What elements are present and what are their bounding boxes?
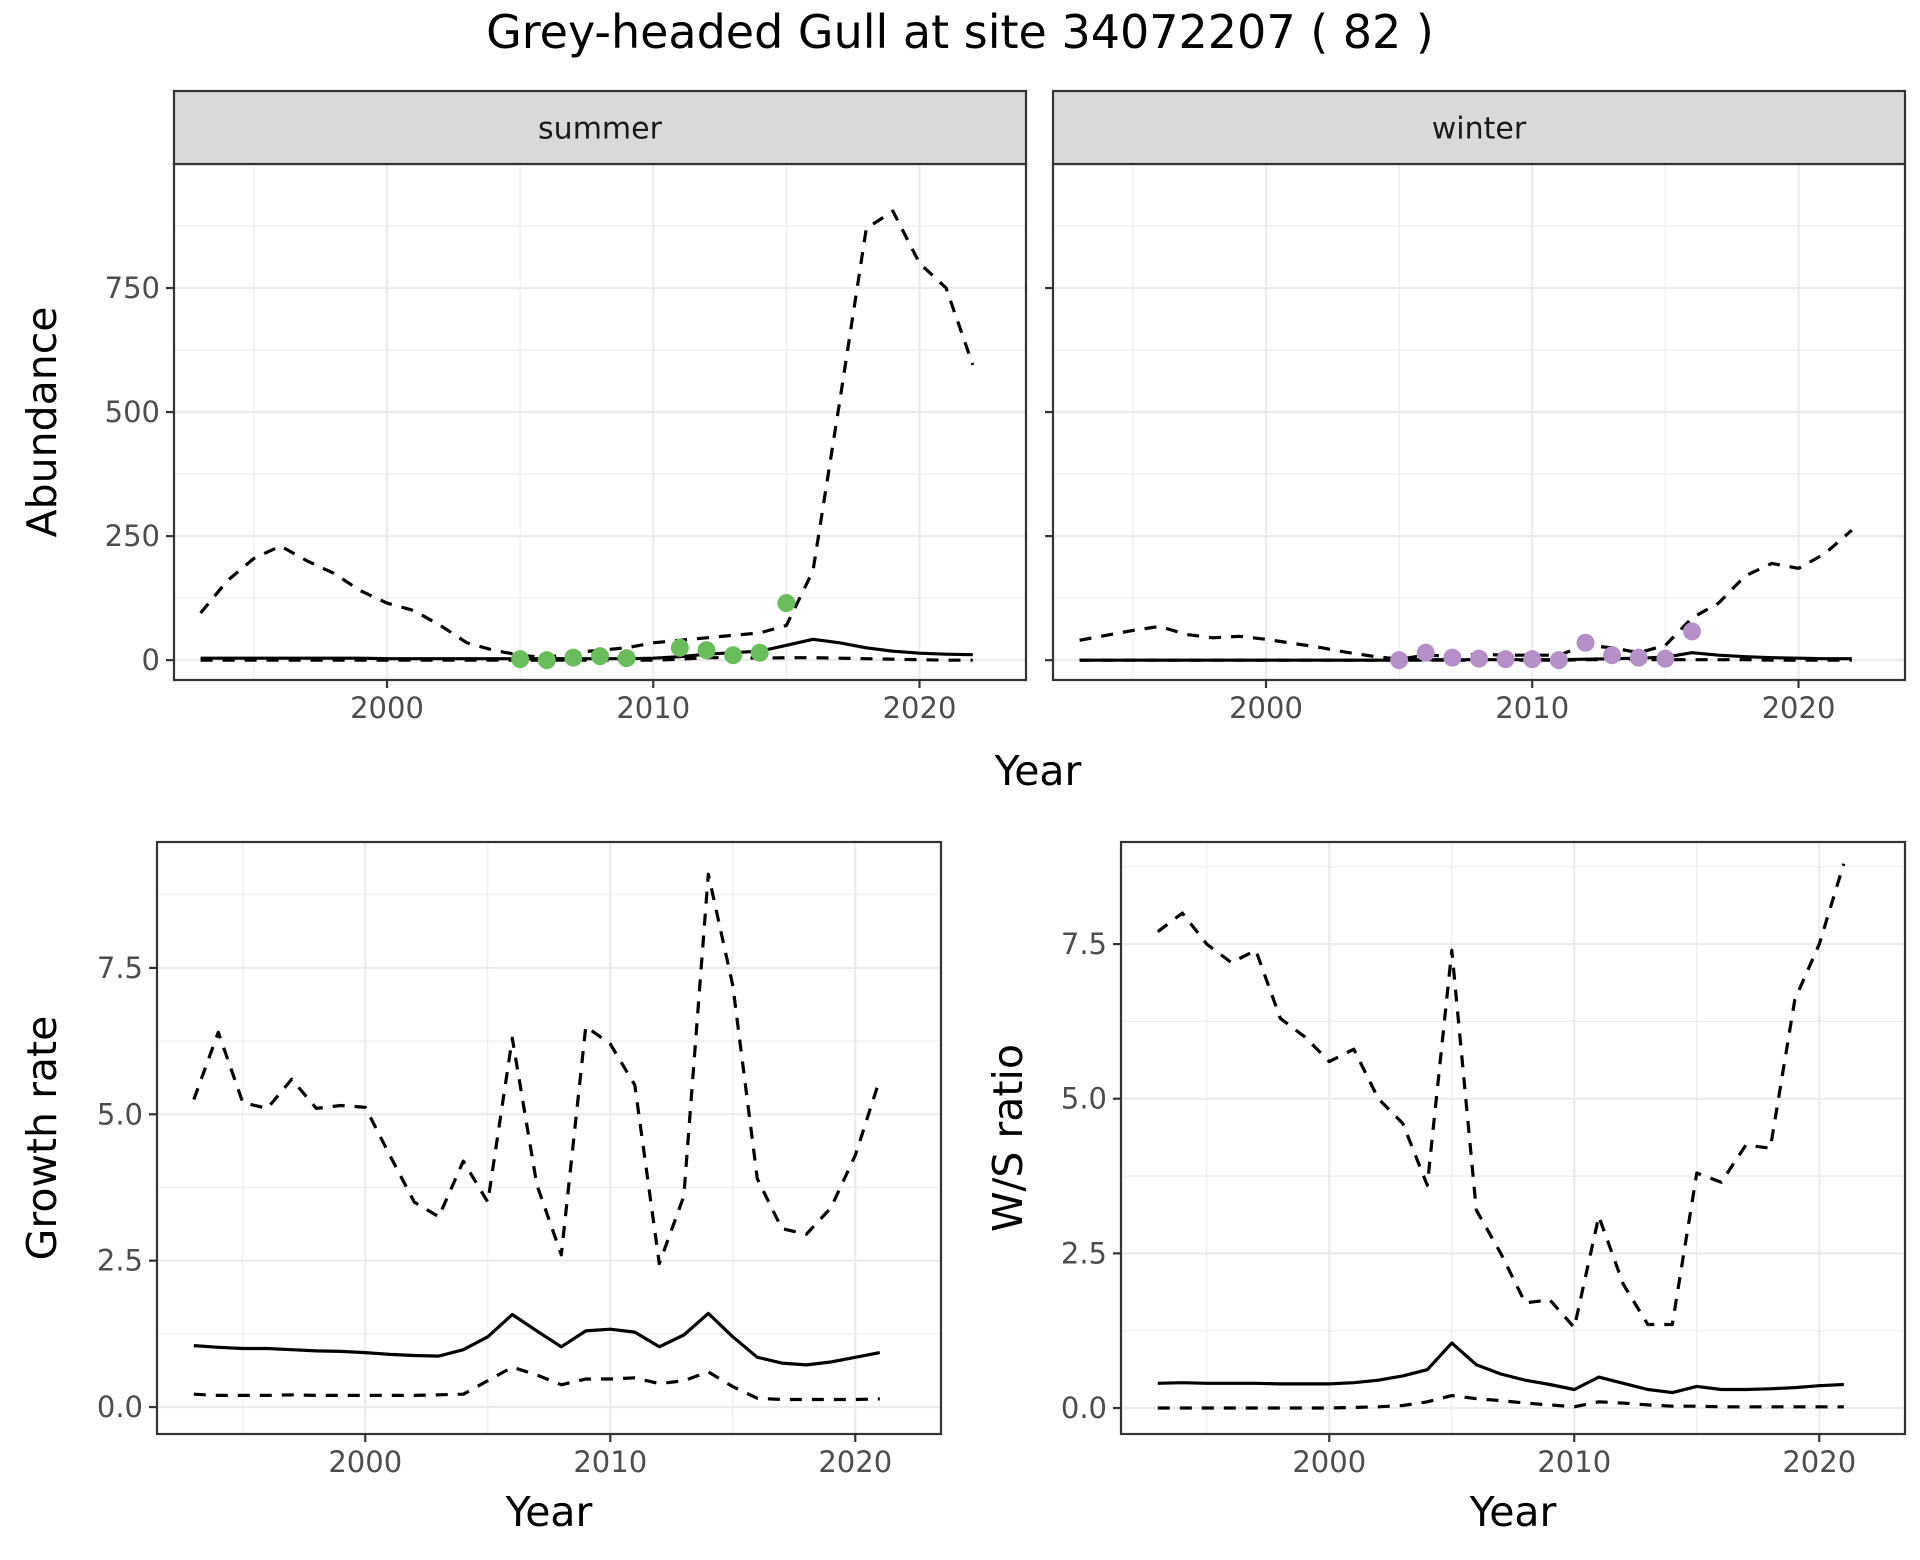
x-axis-label: Year xyxy=(505,1488,593,1536)
data-point xyxy=(1443,648,1462,667)
data-point xyxy=(1496,650,1515,669)
y-tick-label: 500 xyxy=(105,395,160,429)
x-tick-label: 2000 xyxy=(328,1445,402,1479)
data-point xyxy=(511,650,530,669)
data-point xyxy=(724,646,743,665)
y-axis-label: Growth rate xyxy=(18,1016,66,1261)
y-tick-label: 250 xyxy=(105,519,160,553)
facet-strip-label: summer xyxy=(538,112,663,147)
panel-border xyxy=(1119,840,1907,1436)
data-point xyxy=(670,638,689,657)
y-axis-label: Abundance xyxy=(18,307,66,538)
data-point xyxy=(1523,650,1542,669)
series-line-lower xyxy=(1157,1394,1844,1410)
y-tick-label: 0.0 xyxy=(1061,1391,1107,1425)
series-line-mean xyxy=(200,637,973,661)
x-tick-label: 2020 xyxy=(1782,1445,1856,1479)
data-point xyxy=(1629,648,1648,667)
data-point xyxy=(564,648,583,667)
data-point xyxy=(1603,646,1622,665)
y-tick-label: 2.5 xyxy=(97,1244,143,1278)
panel-summer: summer 2000 2010 2020 0 250 500 750 Abundance xyxy=(18,89,1028,725)
series-line-lower xyxy=(1079,658,1852,662)
data-point xyxy=(1470,649,1488,668)
facet-strip-label: winter xyxy=(1432,112,1527,147)
series-line-mean xyxy=(193,1311,881,1367)
data-point xyxy=(537,651,556,670)
y-tick-label: 0.0 xyxy=(97,1390,143,1424)
series-line-mean xyxy=(1079,651,1852,662)
series-line-lower xyxy=(193,1365,880,1402)
data-point xyxy=(1549,651,1568,670)
series-line-upper xyxy=(1156,863,1846,1330)
x-tick-label: 2010 xyxy=(1537,1445,1611,1479)
panel-border xyxy=(1051,162,1907,682)
series-line-upper xyxy=(199,209,975,660)
y-tick-label: 5.0 xyxy=(97,1097,143,1131)
x-tick-label: 2020 xyxy=(883,691,957,725)
data-point xyxy=(697,641,716,660)
data-point xyxy=(777,594,796,613)
x-tick-label: 2020 xyxy=(1762,691,1836,725)
y-tick-label: 0 xyxy=(142,643,160,677)
panel-ratio: 2000 2010 2020 0.0 2.5 5.0 7.5 W/S ratio Year xyxy=(984,840,1907,1536)
x-tick-label: 2000 xyxy=(350,691,424,725)
y-tick-label: 5.0 xyxy=(1061,1082,1107,1116)
facet-strip xyxy=(1051,89,1907,166)
data-point xyxy=(1656,649,1675,668)
y-axis-label: W/S ratio xyxy=(984,1044,1032,1232)
panel-growth: 2000 2010 2020 0.0 2.5 5.0 7.5 Growth rate Year xyxy=(18,840,943,1536)
panels: summer 2000 2010 2020 0 250 500 750 Abundance win… xyxy=(18,89,1907,1536)
x-tick-label: 2010 xyxy=(573,1445,647,1479)
data-point xyxy=(591,647,609,666)
chart-title: Grey-headed Gull at site 34072207 ( 82 ) xyxy=(486,5,1434,59)
facet-strip xyxy=(172,89,1028,166)
data-point xyxy=(1683,622,1701,641)
data-point xyxy=(617,649,636,668)
y-tick-label: 2.5 xyxy=(1061,1236,1107,1270)
top-x-axis-label: Year xyxy=(994,747,1082,795)
x-tick-label: 2020 xyxy=(818,1445,892,1479)
data-point xyxy=(1576,633,1595,652)
data-point xyxy=(750,643,769,662)
series-line-mean xyxy=(1157,1341,1844,1395)
x-axis-label: Year xyxy=(1469,1488,1557,1536)
x-tick-label: 2010 xyxy=(616,691,690,725)
series-line-upper xyxy=(1079,528,1853,661)
panel-border xyxy=(172,162,1028,682)
x-tick-label: 2000 xyxy=(1229,691,1303,725)
x-tick-label: 2010 xyxy=(1495,691,1569,725)
y-tick-label: 750 xyxy=(105,271,160,305)
data-point xyxy=(1390,651,1409,670)
y-tick-label: 7.5 xyxy=(1061,927,1107,961)
series-line-lower xyxy=(200,656,973,662)
panel-winter: winter 2000 2010 2020 xyxy=(1045,89,1907,725)
x-tick-label: 2000 xyxy=(1292,1445,1366,1479)
panel-border xyxy=(155,840,943,1436)
series-line-upper xyxy=(192,872,882,1266)
y-tick-label: 7.5 xyxy=(97,951,143,985)
data-point xyxy=(1416,643,1435,662)
